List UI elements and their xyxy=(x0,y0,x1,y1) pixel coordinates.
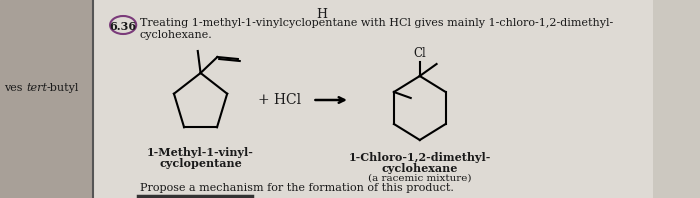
Text: Treating 1-methyl-1-vinylcyclopentane with HCl gives mainly 1-chloro-1,2-dimethy: Treating 1-methyl-1-vinylcyclopentane wi… xyxy=(140,18,613,28)
Text: cyclohexane.: cyclohexane. xyxy=(140,30,213,40)
Text: 1-Methyl-1-vinyl-: 1-Methyl-1-vinyl- xyxy=(147,147,254,158)
Text: tert: tert xyxy=(26,83,47,93)
Text: H: H xyxy=(316,8,328,21)
Text: -butyl: -butyl xyxy=(47,83,79,93)
Text: + HCl: + HCl xyxy=(258,93,302,107)
Text: cyclohexane: cyclohexane xyxy=(382,163,458,174)
Text: Cl: Cl xyxy=(414,47,426,60)
Text: (a racemic mixture): (a racemic mixture) xyxy=(368,174,472,183)
Bar xyxy=(93,0,653,198)
Text: 1-Chloro-1,2-dimethyl-: 1-Chloro-1,2-dimethyl- xyxy=(349,152,491,163)
Text: Propose a mechanism for the formation of this product.: Propose a mechanism for the formation of… xyxy=(140,183,454,193)
Text: cyclopentane: cyclopentane xyxy=(159,158,242,169)
Text: ves: ves xyxy=(4,83,26,93)
Text: 6.36: 6.36 xyxy=(110,21,136,31)
Bar xyxy=(0,0,93,198)
